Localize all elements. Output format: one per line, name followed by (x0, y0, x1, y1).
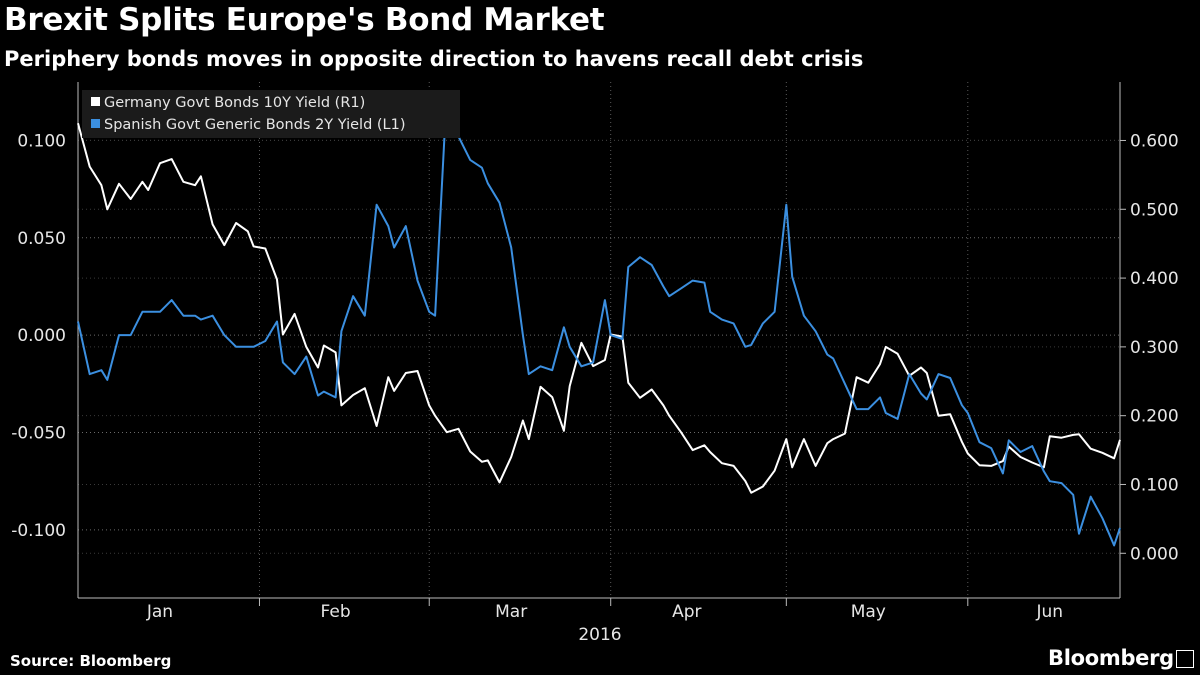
right-tick-label: 0.500 (1130, 200, 1179, 220)
left-axis-ticks: 0.100 0.050 0.000 -0.050 -0.100 (11, 131, 66, 540)
axes (77, 82, 1121, 599)
right-tick-label: 0.200 (1130, 407, 1179, 427)
grid-lines (78, 82, 1120, 598)
series-line-spain (77, 90, 1121, 547)
legend-label-spain: Spanish Govt Generic Bonds 2Y Yield (L1) (104, 117, 406, 133)
right-tick-label: 0.400 (1130, 269, 1179, 289)
chart-subtitle: Periphery bonds moves in opposite direct… (4, 47, 864, 71)
left-tick-label: 0.000 (17, 326, 66, 346)
right-axis-ticks: 0.600 0.500 0.400 0.300 0.200 0.100 0.000 (1120, 131, 1179, 564)
x-tick-label: May (851, 602, 886, 622)
x-tick-label: Mar (495, 602, 527, 622)
left-tick-label: 0.100 (17, 131, 66, 151)
chart-title: Brexit Splits Europe's Bond Market (4, 2, 605, 38)
left-tick-label: -0.050 (11, 423, 66, 443)
legend: Germany Govt Bonds 10Y Yield (R1) Spanis… (82, 90, 460, 138)
series-lines (77, 90, 1121, 547)
x-axis-ticks: Jan Feb Mar Apr May Jun (146, 598, 1063, 622)
terminal-icon (1176, 650, 1194, 668)
x-tick-label: Jan (146, 602, 173, 622)
brand-logo: Bloomberg (1048, 646, 1174, 670)
right-tick-label: 0.600 (1130, 131, 1179, 151)
legend-label-germany: Germany Govt Bonds 10Y Yield (R1) (104, 95, 365, 111)
source-note: Source: Bloomberg (10, 652, 172, 670)
legend-swatch-germany (91, 97, 100, 106)
x-axis-label: 2016 (578, 625, 621, 645)
x-tick-label: Jun (1035, 602, 1063, 622)
left-tick-label: -0.100 (11, 521, 66, 541)
legend-swatch-spain (91, 119, 100, 128)
legend-background (82, 90, 460, 138)
x-tick-label: Apr (672, 602, 701, 622)
right-tick-label: 0.100 (1130, 475, 1179, 495)
left-tick-label: 0.050 (17, 229, 66, 249)
right-tick-label: 0.000 (1130, 544, 1179, 564)
right-tick-label: 0.300 (1130, 338, 1179, 358)
series-line-germany (77, 123, 1121, 494)
x-tick-label: Feb (321, 602, 351, 622)
